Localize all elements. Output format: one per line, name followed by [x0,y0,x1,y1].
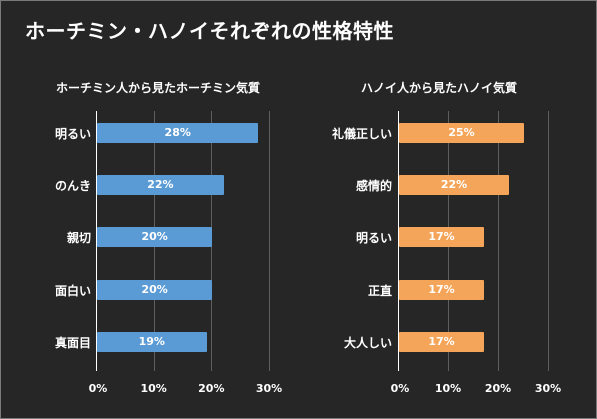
hanoi-gridline [498,111,499,371]
hcmc-category-label: 親切 [66,231,91,245]
hanoi-bar-value-label: 22% [440,178,468,191]
hanoi-bar [399,175,509,195]
hcmc-category-label: 面白い [54,284,91,298]
hcmc-bar [97,123,259,143]
hcmc-bar [97,227,213,247]
hcmc-y-axis-line [96,111,97,371]
hcmc-x-tick-label: 20% [198,382,225,395]
hanoi-category-label: 大人しい [343,336,392,350]
hcmc-bar-value-label: 20% [141,230,168,243]
hcmc-bar [97,280,213,300]
hcmc-x-tick-label: 30% [255,382,283,395]
hcmc-bar-value-label: 19% [138,335,165,348]
hanoi-bar-value-label: 17% [428,230,455,243]
hcmc-bar [97,175,224,195]
hcmc-category-label: 明るい [54,127,91,141]
hanoi-chart-title: ハノイ人から見たハノイ気質 [361,81,518,95]
hcmc-bar-value-label: 22% [147,178,174,191]
page-title: ホーチミン・ハノイそれぞれの性格特性 [25,19,394,43]
hcmc-x-tick-label: 10% [140,382,167,395]
hanoi-category-label: 正直 [367,284,392,298]
hcmc-x-tick-label: 0% [88,382,108,395]
hcmc-bar-value-label: 20% [141,283,168,296]
hcmc-category-label: 真面目 [54,336,91,350]
hanoi-bar [399,332,484,352]
hanoi-gridline [548,111,549,371]
hanoi-bar [399,123,524,143]
hanoi-y-axis-line [398,111,399,371]
hanoi-x-tick-label: 0% [390,382,410,395]
hanoi-category-label: 礼儀正しい [331,127,392,141]
hanoi-bar [399,227,484,247]
hcmc-bar-value-label: 28% [164,126,191,139]
hanoi-bar-value-label: 17% [428,335,455,348]
hanoi-category-label: 明るい [355,231,392,245]
hcmc-category-label: のんき [54,179,91,193]
hanoi-bar [399,280,484,300]
hanoi-x-tick-label: 30% [534,382,562,395]
hcmc-gridline [269,111,270,371]
hcmc-bar [97,332,207,352]
hcmc-chart-title: ホーチミン人から見たホーチミン気質 [56,81,261,95]
hanoi-x-tick-label: 10% [434,382,462,395]
hanoi-x-tick-label: 20% [484,382,512,395]
hanoi-bar-value-label: 25% [448,126,475,139]
hanoi-bar-value-label: 17% [428,283,455,296]
hanoi-category-label: 感情的 [355,179,392,193]
